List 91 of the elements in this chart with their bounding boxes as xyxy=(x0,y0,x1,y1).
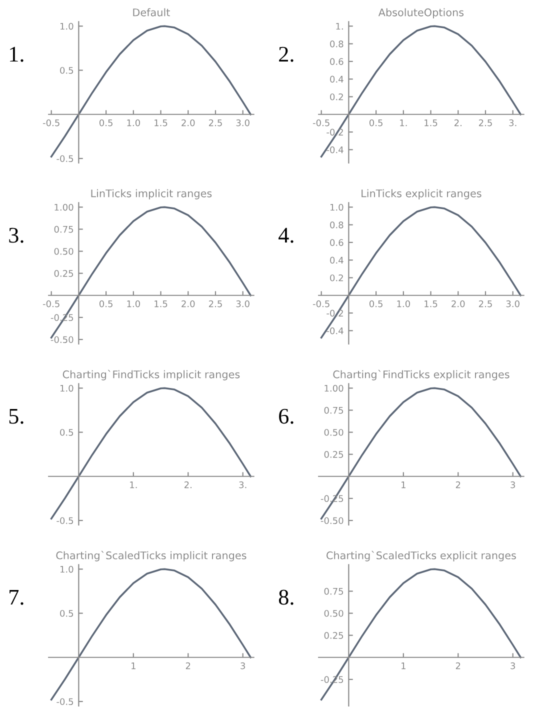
x-tick-label: 0.5 xyxy=(369,300,382,308)
y-tick-label: 0.8 xyxy=(330,222,344,228)
x-tick-label: 2.5 xyxy=(208,300,222,308)
text: 3. xyxy=(9,228,24,243)
x-tick-label: 1.0 xyxy=(397,300,410,308)
y-tick-label: 1. xyxy=(336,22,343,30)
text: 1. xyxy=(10,46,24,62)
x-tick-label: 1. xyxy=(400,120,407,126)
x-tick-label: 1.0 xyxy=(127,300,140,308)
chart-title: Charting`FindTicks explicit ranges xyxy=(333,370,510,380)
x-tick-label: -0.5 xyxy=(312,119,330,126)
x-tick-label: 2.5 xyxy=(478,300,492,308)
text: 8. xyxy=(278,590,294,605)
x-tick-label: 2 xyxy=(456,481,460,488)
x-tick-label: 1.5 xyxy=(154,300,168,308)
y-tick-label: -0.5 xyxy=(56,698,74,706)
x-tick-label: 2. xyxy=(184,481,192,488)
x-tick-label: 3.0 xyxy=(236,119,250,126)
y-tick-label: -0.50 xyxy=(320,517,344,524)
y-tick-label: 1.00 xyxy=(54,204,74,211)
x-tick-label: 1.5 xyxy=(154,120,168,126)
y-tick-label: 1.0 xyxy=(60,566,74,573)
x-tick-label: 2 xyxy=(186,662,190,670)
x-tick-label: 1 xyxy=(402,662,406,670)
y-tick-label: 0.6 xyxy=(330,58,344,65)
y-tick-label: 0.5 xyxy=(60,66,74,74)
y-tick-label: 1.0 xyxy=(60,22,74,30)
x-tick-label: -0.5 xyxy=(42,119,60,126)
line-series xyxy=(320,568,522,701)
x-tick-label: 1. xyxy=(130,482,137,488)
y-tick-label: 0.8 xyxy=(330,40,344,48)
x-tick-label: -0.5 xyxy=(42,300,60,308)
x-tick-label: 2.0 xyxy=(182,300,195,308)
text: 7. xyxy=(10,590,24,605)
x-tick-label: 0.5 xyxy=(99,119,112,126)
y-tick-label: 0.50 xyxy=(324,610,344,617)
y-tick-label: 0.75 xyxy=(324,588,344,595)
x-tick-label: 2.5 xyxy=(208,119,222,126)
x-tick-label: 2.0 xyxy=(452,300,465,308)
x-tick-label: -0.5 xyxy=(312,300,330,308)
y-tick-label: 0.5 xyxy=(60,610,74,617)
x-tick-label: 3 xyxy=(510,662,516,670)
chart-title: Charting`ScaledTicks explicit ranges xyxy=(326,550,516,562)
text: 4. xyxy=(278,228,294,243)
x-tick-label: 1.0 xyxy=(127,119,140,126)
x-tick-label: 2. xyxy=(454,119,462,126)
chart-title: Charting`FindTicks implicit ranges xyxy=(62,370,240,380)
chart-title: Default xyxy=(133,8,170,16)
x-tick-label: 3.0 xyxy=(236,300,250,308)
x-tick-label: 2.5 xyxy=(478,119,492,126)
y-tick-label: 1.0 xyxy=(60,384,74,392)
x-tick-label: 2 xyxy=(456,662,460,670)
y-tick-label: 0.50 xyxy=(324,428,344,436)
y-tick-label: 0.25 xyxy=(324,632,344,639)
y-tick-label: -0.4 xyxy=(326,327,344,334)
x-tick-label: 1 xyxy=(402,482,406,488)
text: 2. xyxy=(279,46,294,62)
y-tick-label: -0.4 xyxy=(326,146,344,154)
chart-title: LinTicks implicit ranges xyxy=(91,189,212,200)
y-tick-label: 0.50 xyxy=(54,248,74,255)
y-tick-label: 0.5 xyxy=(60,428,74,436)
x-tick-label: 1.5 xyxy=(424,300,438,308)
y-tick-label: 0.4 xyxy=(330,256,344,264)
x-tick-label: 3.0 xyxy=(506,300,520,308)
x-tick-label: 0.5 xyxy=(369,119,382,126)
y-tick-label: -0.50 xyxy=(50,336,74,344)
y-tick-label: 0.25 xyxy=(54,270,74,277)
x-tick-label: 3. xyxy=(509,119,516,126)
x-tick-label: 0.5 xyxy=(99,300,112,308)
y-tick-label: 0.6 xyxy=(330,239,344,246)
x-tick-label: 1.5 xyxy=(424,120,438,126)
x-tick-label: 1 xyxy=(132,662,136,670)
chart-title: Charting`ScaledTicks implicit ranges xyxy=(56,550,246,562)
y-tick-label: 0.2 xyxy=(330,274,343,282)
y-tick-label: 0.75 xyxy=(324,406,344,414)
y-tick-label: 0.25 xyxy=(324,451,344,458)
x-tick-label: 3. xyxy=(239,481,246,488)
y-tick-label: 0.2 xyxy=(330,93,343,100)
y-tick-label: -0.5 xyxy=(56,517,74,524)
y-tick-label: 1.00 xyxy=(324,384,344,392)
y-tick-label: 0.75 xyxy=(54,226,74,233)
chart-title: AbsoluteOptions xyxy=(378,8,464,18)
text: 6. xyxy=(279,408,294,424)
y-tick-label: 0.4 xyxy=(330,76,344,83)
x-tick-label: 3 xyxy=(240,662,246,670)
y-tick-label: 1.0 xyxy=(330,204,344,211)
chart-title: LinTicks explicit ranges xyxy=(362,189,482,200)
x-tick-label: 2.0 xyxy=(182,119,195,126)
y-tick-label: -0.5 xyxy=(56,155,74,162)
text: 5. xyxy=(9,408,24,424)
x-tick-label: 3 xyxy=(510,481,516,488)
